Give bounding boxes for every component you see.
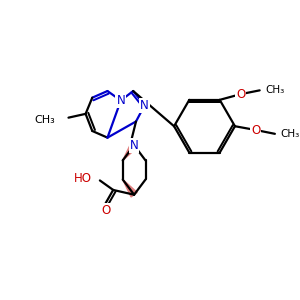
Text: CH₃: CH₃ [34, 115, 55, 124]
Text: O: O [236, 88, 245, 101]
Text: HO: HO [74, 172, 92, 185]
Text: O: O [101, 204, 110, 218]
Text: N: N [116, 94, 125, 107]
Text: N: N [130, 139, 139, 152]
Polygon shape [123, 143, 137, 160]
Polygon shape [123, 179, 137, 197]
Text: O: O [251, 124, 260, 136]
Text: CH₃: CH₃ [280, 129, 300, 139]
Text: CH₃: CH₃ [266, 85, 285, 95]
Text: N: N [140, 99, 149, 112]
